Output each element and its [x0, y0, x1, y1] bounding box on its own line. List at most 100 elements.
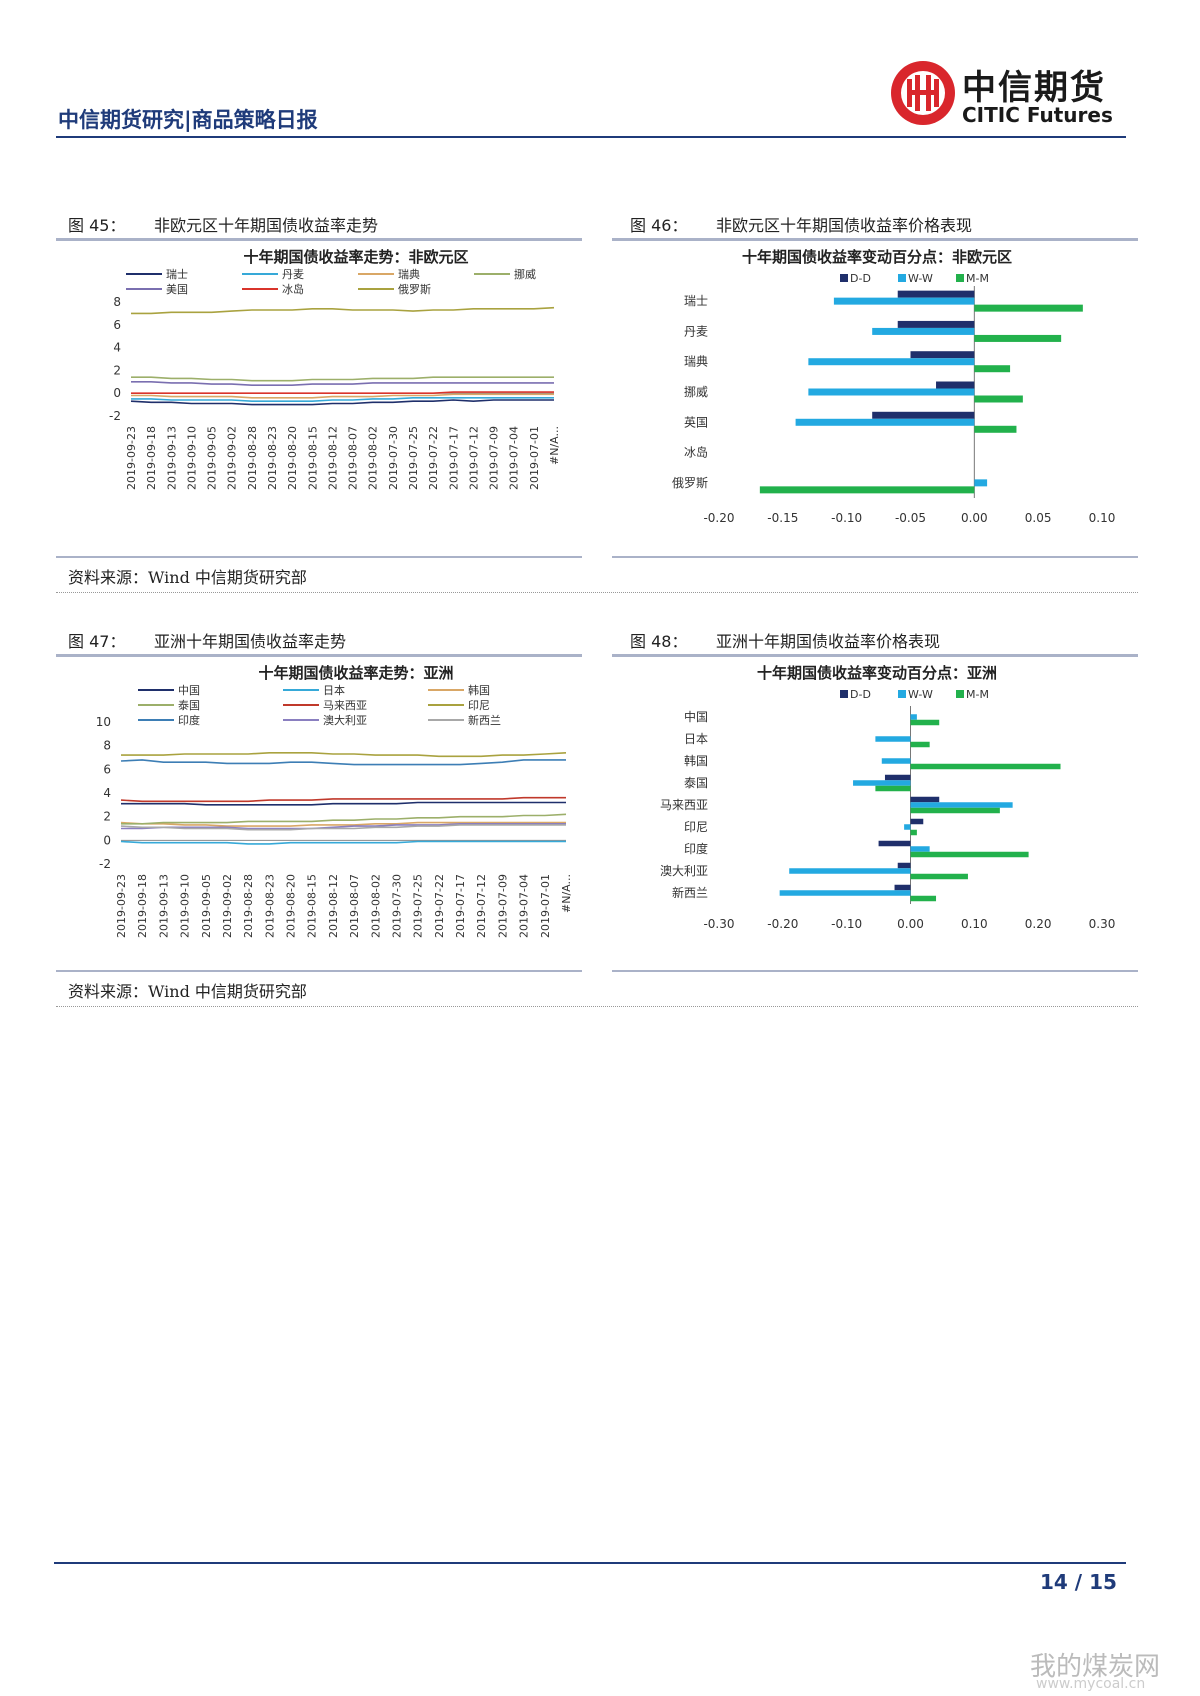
category-label: 印度 [684, 841, 708, 856]
bar [897, 290, 975, 298]
figure-number: 图 48： [630, 632, 688, 651]
bar [884, 774, 911, 781]
series-line [121, 813, 567, 825]
legend-label: 中国 [178, 684, 200, 697]
bar [808, 358, 975, 366]
category-label: 马来西亚 [660, 798, 708, 812]
series-line [131, 376, 554, 382]
category-label: 新西兰 [672, 885, 708, 900]
x-tick-label: 2019-07-25 [412, 874, 425, 938]
bar [974, 304, 1083, 312]
legend-swatch [840, 690, 848, 698]
bar [808, 388, 975, 396]
legend-label: M-M [966, 688, 989, 701]
legend-label: 冰岛 [282, 282, 304, 296]
figure-45-title: 图 45： 非欧元区十年期国债收益率走势 [68, 212, 378, 236]
bar [833, 297, 975, 305]
category-label: 韩国 [684, 753, 708, 768]
category-label: 澳大利亚 [660, 864, 708, 878]
legend-label: 俄罗斯 [398, 283, 431, 296]
bar [853, 780, 911, 786]
legend-label: 瑞士 [166, 267, 188, 281]
bar [936, 381, 975, 389]
figure-divider [56, 238, 582, 241]
x-tick-label: 2019-09-02 [221, 874, 234, 938]
x-tick-label: 2019-07-01 [539, 874, 552, 938]
bar [795, 418, 975, 426]
logo-text-cn: 中信期货 [962, 68, 1106, 108]
x-tick-label: 2019-07-09 [496, 874, 509, 938]
x-tick-label: 0.30 [1089, 917, 1116, 931]
series-line [120, 824, 566, 831]
section-separator [56, 1006, 1138, 1007]
chart-nonEuro-yield-change: 十年期国债收益率变动百分点：非欧元区 D-D W-W M-M 瑞士丹麦瑞典挪威英国冰岛俄… [672, 248, 1116, 525]
bar [779, 890, 911, 896]
bar [910, 873, 968, 880]
figure-46-title: 图 46： 非欧元区十年期国债收益率价格表现 [630, 212, 972, 236]
x-tick-label: 2019-09-13 [165, 426, 178, 490]
y-tick-label: 10 [96, 715, 111, 729]
figure-caption: 非欧元区十年期国债收益率走势 [154, 216, 379, 235]
x-tick-label: 0.10 [1089, 511, 1116, 525]
legend-label: D-D [850, 688, 871, 701]
x-tick-label: 2019-09-18 [136, 874, 149, 938]
y-tick-label: 4 [103, 786, 111, 800]
figure-number: 图 45： [68, 216, 126, 235]
x-tick-label: 2019-09-02 [226, 426, 239, 490]
legend-swatch [840, 274, 848, 282]
chart-asia-yield-change: 十年期国债收益率变动百分点：亚洲 D-D W-W M-M 中国日本韩国泰国马来西亚印尼印… [660, 664, 1116, 931]
figure-number: 图 46： [630, 216, 688, 235]
y-tick-label: 0 [103, 833, 111, 847]
x-tick-label: 2019-08-07 [348, 874, 361, 938]
bar [974, 365, 1011, 373]
x-tick-label: 2019-08-23 [266, 426, 279, 490]
series-line [131, 397, 554, 402]
x-tick-label: 2019-07-17 [447, 426, 460, 490]
bar [910, 741, 930, 748]
x-tick-label: 2019-07-12 [475, 874, 488, 938]
legend-swatch [956, 274, 964, 282]
series-line [131, 393, 554, 399]
y-tick-label: 8 [113, 295, 121, 309]
legend-label: 澳大利亚 [323, 713, 367, 727]
x-tick-label: 2019-08-07 [347, 426, 360, 490]
bar [904, 824, 911, 830]
x-tick-label: 2019-08-28 [246, 426, 259, 490]
x-tick-label: 2019-08-15 [306, 426, 319, 490]
legend-label: 韩国 [468, 683, 490, 697]
bar [910, 807, 1000, 814]
x-tick-label: #N/A... [548, 426, 561, 465]
y-tick-label: 2 [113, 363, 121, 377]
series-line [131, 381, 554, 386]
figure-divider [612, 556, 1138, 558]
series-line [130, 399, 554, 406]
legend-swatch [956, 690, 964, 698]
x-tick-label: #N/A... [560, 874, 573, 913]
x-tick-label: -0.10 [831, 511, 862, 525]
x-tick-label: 2019-09-23 [115, 874, 128, 938]
bar [759, 486, 975, 494]
series-line [120, 840, 566, 845]
watermark-text: 我的煤炭网 [1030, 1652, 1161, 1682]
x-tick-label: 2019-07-25 [407, 426, 420, 490]
legend-label: M-M [966, 272, 989, 285]
bar [872, 411, 975, 419]
bar [974, 425, 1017, 433]
legend-label: 马来西亚 [323, 699, 367, 712]
x-tick-label: 2019-09-18 [145, 426, 158, 490]
x-tick-label: 0.20 [1025, 917, 1052, 931]
series-line [120, 821, 566, 827]
series-line [121, 752, 567, 758]
y-tick-label: -2 [99, 857, 111, 871]
x-tick-label: 2019-09-10 [179, 874, 192, 938]
header-divider [56, 136, 1126, 138]
bar [875, 785, 911, 792]
x-tick-label: -0.15 [767, 511, 798, 525]
source-note: 资料来源：Wind 中信期货研究部 [68, 568, 307, 587]
x-tick-label: 2019-09-10 [185, 426, 198, 490]
legend-label: 挪威 [514, 267, 536, 281]
category-label: 冰岛 [684, 445, 708, 460]
chart-title: 十年期国债收益率走势：非欧元区 [243, 248, 468, 266]
bar [974, 334, 1062, 342]
bar [910, 714, 917, 720]
